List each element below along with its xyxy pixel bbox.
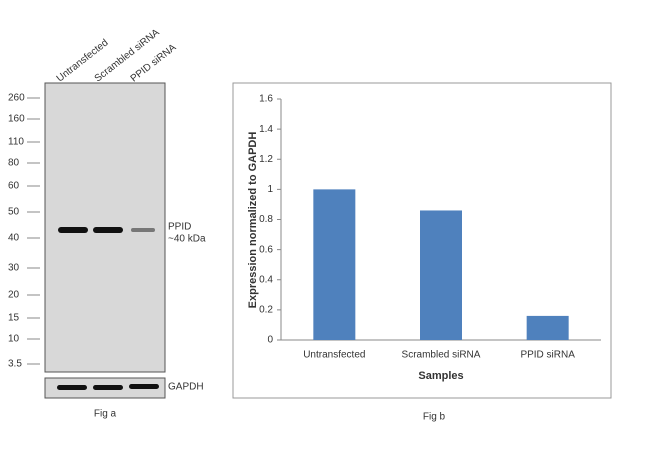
y-tick-label: 0 bbox=[267, 335, 273, 346]
y-tick-label: 0.2 bbox=[259, 305, 273, 316]
marker-label: 260 bbox=[8, 93, 25, 104]
y-tick-label: 1.2 bbox=[259, 154, 273, 165]
y-tick-label: 0.8 bbox=[259, 214, 273, 225]
lane-label: Scrambled siRNA bbox=[93, 27, 162, 84]
y-axis-label: Expression normalized to GAPDH bbox=[247, 132, 259, 309]
bar bbox=[313, 189, 356, 340]
x-tick-label: Scrambled siRNA bbox=[402, 350, 481, 361]
band bbox=[131, 228, 155, 232]
marker-label: 60 bbox=[8, 181, 20, 192]
caption: Fig a bbox=[94, 409, 117, 420]
control-band bbox=[57, 385, 87, 390]
band-size: ~40 kDa bbox=[168, 234, 206, 245]
control-band bbox=[93, 385, 123, 390]
y-tick-label: 0.6 bbox=[259, 244, 273, 255]
marker-label: 50 bbox=[8, 207, 20, 218]
control-label: GAPDH bbox=[168, 382, 204, 393]
bar bbox=[526, 315, 569, 340]
y-tick-label: 1 bbox=[267, 184, 273, 195]
marker-label: 30 bbox=[8, 263, 20, 274]
y-tick-label: 1.6 bbox=[259, 94, 273, 105]
marker-label: 15 bbox=[8, 313, 20, 324]
x-tick-label: Untransfected bbox=[303, 350, 365, 361]
marker-label: 110 bbox=[8, 137, 24, 148]
bar bbox=[420, 210, 462, 340]
x-axis-label: Samples bbox=[418, 370, 463, 382]
marker-label: 10 bbox=[8, 334, 20, 345]
marker-label: 20 bbox=[8, 290, 20, 301]
band bbox=[93, 227, 123, 233]
caption: Fig b bbox=[423, 412, 446, 423]
marker-label: 160 bbox=[8, 114, 25, 125]
x-tick-label: PPID siRNA bbox=[520, 350, 575, 361]
y-tick-label: 0.4 bbox=[259, 274, 273, 285]
marker-label: 3.5 bbox=[8, 359, 22, 370]
y-tick-label: 1.4 bbox=[259, 124, 273, 135]
marker-label: 40 bbox=[8, 233, 20, 244]
band bbox=[58, 227, 88, 233]
marker-label: 80 bbox=[8, 158, 20, 169]
control-band bbox=[129, 384, 159, 389]
band-label: PPID bbox=[168, 222, 191, 233]
